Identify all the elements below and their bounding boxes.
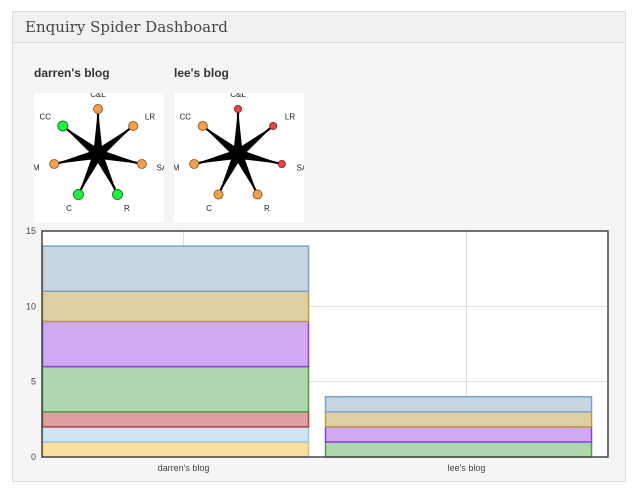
bar-segment [41, 365, 310, 413]
spider-spoke [77, 153, 99, 196]
spider-spoke [62, 125, 99, 155]
spider-node [189, 159, 200, 170]
spider-spoke [97, 125, 134, 155]
spider-spoke [53, 152, 99, 166]
spider-node [49, 159, 60, 170]
spider-node [136, 159, 147, 170]
panel-title: Enquiry Spider Dashboard [25, 18, 228, 36]
spider-node [112, 189, 124, 201]
spider-axis-label: SA [296, 163, 304, 172]
spider-axis-label: C&L [230, 93, 246, 99]
spider-spoke [237, 153, 259, 196]
y-tick-label: 15 [26, 226, 36, 236]
spider-title-darren: darren's blog [34, 66, 110, 80]
bar-segment [324, 395, 593, 413]
spider-axis-label: CC [180, 113, 192, 122]
spider-axis-label: LR [145, 113, 155, 122]
spider-node [72, 189, 84, 201]
bar-segment [41, 245, 310, 293]
bar-segment [324, 426, 593, 443]
panel-header: Enquiry Spider Dashboard [13, 12, 625, 43]
spider-node [93, 104, 103, 114]
spider-axis-label: C [66, 204, 72, 213]
y-tick-label: 0 [31, 452, 36, 462]
spider-node [252, 189, 263, 200]
spider-spoke [97, 152, 143, 166]
bar-segment [41, 426, 310, 443]
spider-node [269, 121, 278, 130]
spider-title-lee: lee's blog [174, 66, 229, 80]
bar-segment [41, 411, 310, 428]
spider-spoke [217, 153, 239, 196]
spider-axis-label: LR [285, 113, 295, 122]
y-tick-label: 5 [31, 377, 36, 387]
spider-node [197, 120, 208, 131]
spider-node [57, 120, 69, 132]
spider-axis-label: R [124, 204, 130, 213]
spider-axis-label: C&L [90, 93, 106, 99]
spider-chart-lee: C&L LR SA R C MM CC [174, 93, 304, 222]
spider-axis-label: SA [156, 163, 164, 172]
bar-segment [41, 290, 310, 323]
spider-spoke [237, 152, 283, 166]
spider-axis-label: MM [34, 163, 40, 172]
spider-axis-label: R [264, 204, 270, 213]
spider-axis-label: C [206, 204, 212, 213]
spider-spoke [193, 152, 239, 166]
x-tick-label: darren's blog [158, 463, 210, 473]
spider-node [277, 160, 286, 169]
x-tick-label: lee's blog [448, 463, 486, 473]
spider-spoke [202, 125, 239, 155]
bar-segment [41, 441, 310, 458]
spider-chart-darren: C&L LR SA R C MM CC [34, 93, 164, 222]
bar-segment [324, 441, 593, 458]
spider-spoke [237, 125, 274, 155]
spider-node [213, 189, 224, 200]
spider-spoke [97, 153, 119, 196]
bar-segment [324, 411, 593, 428]
spider-axis-label: CC [40, 113, 52, 122]
bar-segment [41, 320, 310, 368]
y-tick-label: 10 [26, 301, 36, 311]
spider-axis-label: MM [174, 163, 180, 172]
plot-border [41, 230, 609, 458]
spider-node [234, 105, 242, 113]
spider-node [128, 120, 139, 131]
